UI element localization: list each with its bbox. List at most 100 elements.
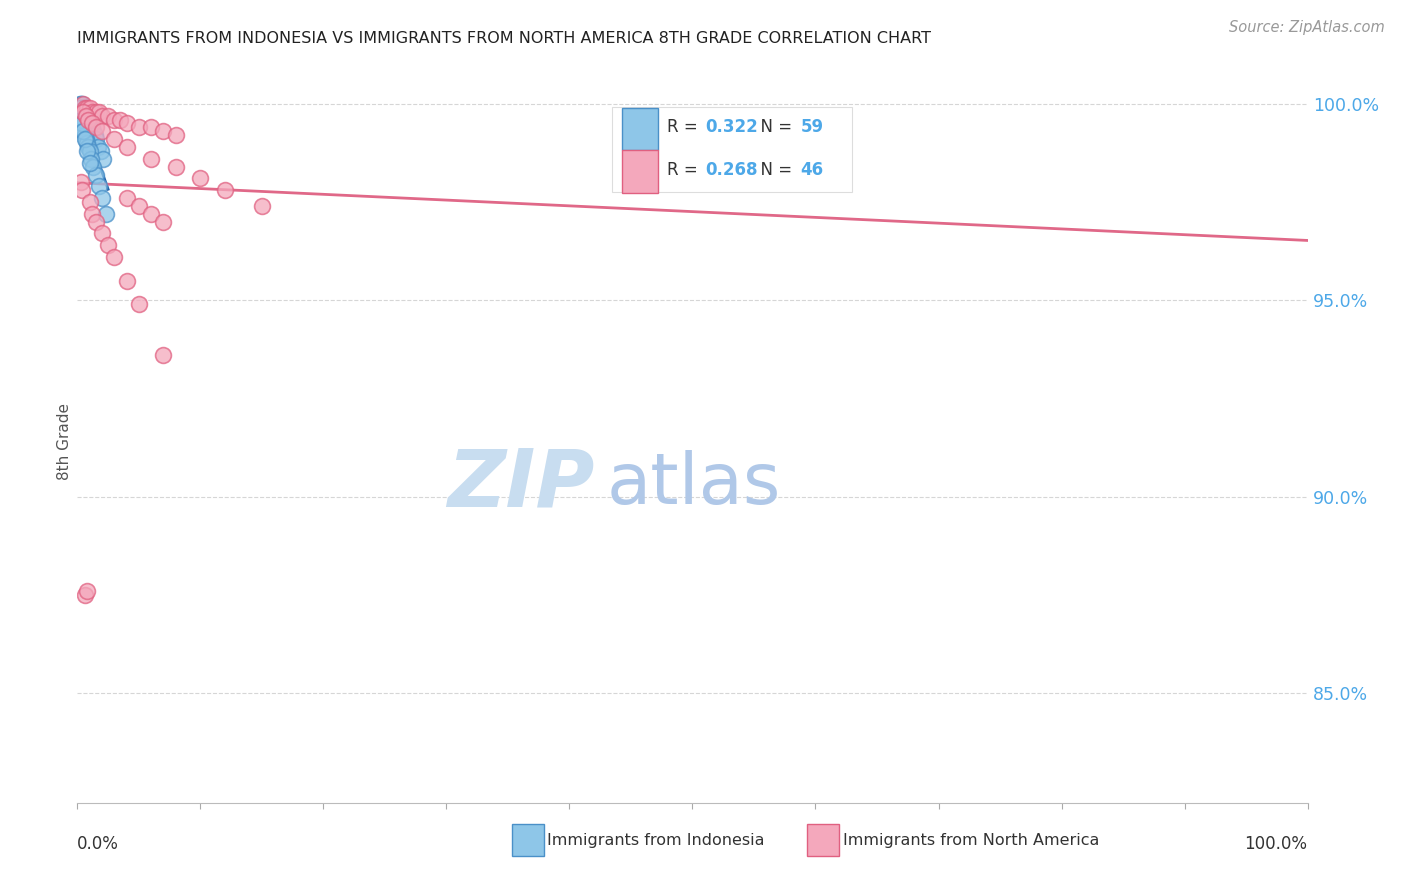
Text: ZIP: ZIP bbox=[447, 446, 595, 524]
Point bbox=[141, 120, 163, 135]
Text: IMMIGRANTS FROM INDONESIA VS IMMIGRANTS FROM NORTH AMERICA 8TH GRADE CORRELATION: IMMIGRANTS FROM INDONESIA VS IMMIGRANTS … bbox=[77, 31, 931, 46]
Point bbox=[84, 120, 107, 135]
Point bbox=[70, 120, 93, 135]
Point bbox=[72, 104, 94, 119]
Point bbox=[152, 214, 174, 228]
Point bbox=[80, 120, 103, 135]
Point bbox=[72, 96, 94, 111]
Text: 0.268: 0.268 bbox=[704, 161, 758, 179]
Point bbox=[69, 109, 91, 123]
Text: Immigrants from Indonesia: Immigrants from Indonesia bbox=[547, 833, 765, 848]
Point bbox=[128, 120, 150, 135]
Point bbox=[90, 227, 114, 241]
Point bbox=[76, 144, 98, 158]
Point bbox=[90, 124, 114, 138]
Point bbox=[82, 124, 104, 138]
FancyBboxPatch shape bbox=[613, 107, 852, 193]
Point bbox=[73, 104, 96, 119]
Point bbox=[70, 175, 93, 189]
Point bbox=[152, 124, 174, 138]
Point bbox=[97, 109, 120, 123]
Point bbox=[115, 140, 138, 154]
Point bbox=[82, 160, 104, 174]
Point bbox=[82, 116, 104, 130]
Point bbox=[72, 124, 94, 138]
Point bbox=[70, 101, 93, 115]
Point bbox=[80, 152, 103, 166]
Point bbox=[79, 112, 101, 127]
Point bbox=[82, 120, 104, 135]
Point bbox=[69, 112, 91, 127]
Point bbox=[165, 160, 187, 174]
Point bbox=[76, 583, 98, 598]
Point bbox=[70, 112, 93, 127]
Text: R =: R = bbox=[666, 119, 703, 136]
Text: Source: ZipAtlas.com: Source: ZipAtlas.com bbox=[1229, 20, 1385, 35]
Point bbox=[67, 104, 90, 119]
Point bbox=[97, 238, 120, 252]
Point bbox=[73, 101, 96, 115]
Point bbox=[70, 112, 93, 127]
Point bbox=[76, 101, 98, 115]
Text: 46: 46 bbox=[801, 161, 824, 179]
Text: 0.0%: 0.0% bbox=[77, 835, 120, 854]
Text: R =: R = bbox=[666, 161, 703, 179]
Point bbox=[75, 104, 97, 119]
Point bbox=[110, 112, 132, 127]
Point bbox=[72, 101, 94, 115]
Point bbox=[141, 207, 163, 221]
Point bbox=[75, 109, 97, 123]
Point bbox=[73, 128, 96, 143]
Point bbox=[70, 116, 93, 130]
Point bbox=[82, 207, 104, 221]
Point bbox=[70, 101, 93, 115]
Point bbox=[90, 144, 112, 158]
Point bbox=[83, 128, 105, 143]
Point bbox=[79, 101, 101, 115]
Point bbox=[69, 96, 91, 111]
Point bbox=[80, 116, 103, 130]
Point bbox=[70, 101, 93, 115]
Point bbox=[70, 116, 93, 130]
Point bbox=[76, 136, 98, 150]
Point bbox=[77, 112, 100, 127]
Point bbox=[152, 348, 174, 362]
Point bbox=[89, 104, 111, 119]
Point bbox=[75, 109, 97, 123]
Point bbox=[89, 179, 111, 194]
Text: N =: N = bbox=[751, 119, 797, 136]
Point bbox=[72, 104, 94, 119]
Point bbox=[79, 144, 101, 158]
Y-axis label: 8th Grade: 8th Grade bbox=[56, 403, 72, 480]
Point bbox=[73, 101, 96, 115]
Point bbox=[128, 297, 150, 311]
Text: atlas: atlas bbox=[606, 450, 780, 519]
Point bbox=[77, 112, 100, 127]
Point bbox=[72, 124, 94, 138]
Point bbox=[84, 132, 107, 146]
Point bbox=[79, 112, 101, 127]
Text: Immigrants from North America: Immigrants from North America bbox=[842, 833, 1099, 848]
Point bbox=[67, 109, 90, 123]
Point bbox=[115, 116, 138, 130]
Point bbox=[76, 109, 98, 123]
Point bbox=[82, 104, 104, 119]
Point bbox=[128, 199, 150, 213]
Point bbox=[70, 96, 93, 111]
Point bbox=[70, 183, 93, 197]
Point bbox=[103, 250, 125, 264]
Point bbox=[90, 191, 114, 205]
Point bbox=[214, 183, 236, 197]
Text: N =: N = bbox=[751, 161, 797, 179]
Point bbox=[90, 109, 114, 123]
Point bbox=[79, 155, 101, 169]
Point bbox=[73, 104, 96, 119]
FancyBboxPatch shape bbox=[623, 108, 658, 151]
Point bbox=[115, 274, 138, 288]
Point bbox=[115, 191, 138, 205]
Point bbox=[70, 96, 93, 111]
Point bbox=[67, 104, 90, 119]
Point bbox=[84, 168, 107, 182]
FancyBboxPatch shape bbox=[807, 824, 839, 856]
Point bbox=[188, 171, 212, 186]
